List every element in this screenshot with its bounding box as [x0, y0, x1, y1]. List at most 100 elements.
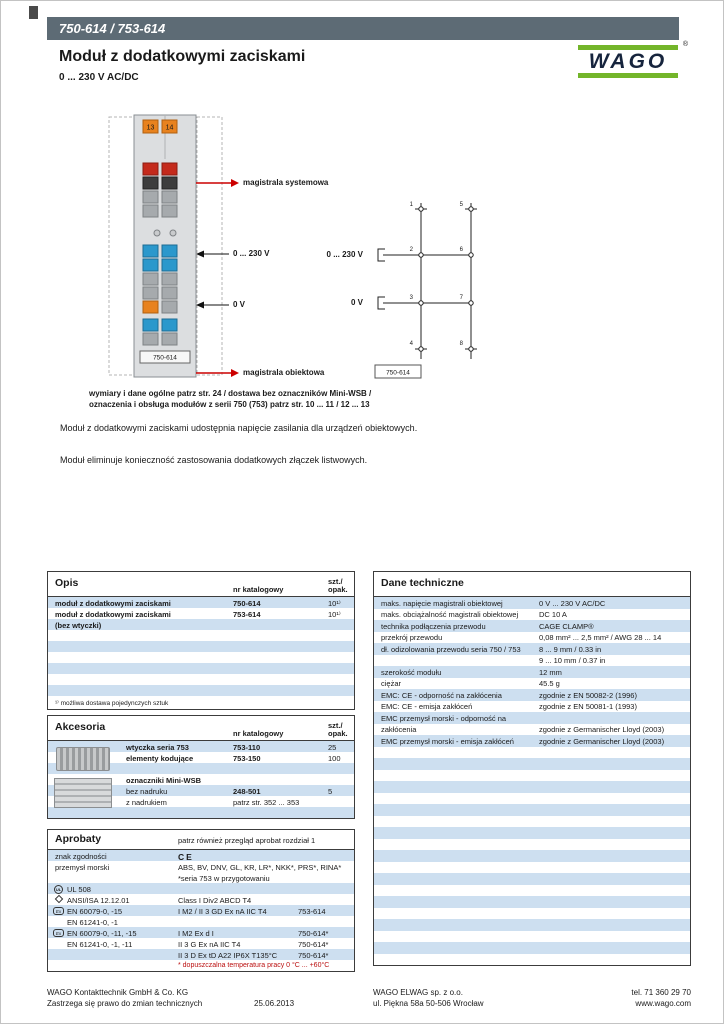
spec-label: maks. napięcie magistrali obiektowej — [381, 598, 503, 608]
accessory-name: bez nadruku — [126, 786, 168, 796]
accessory-image-markers — [54, 778, 112, 808]
module-drawing: 13 14 750-614 — [108, 114, 239, 378]
table-row: EN 61241-0, -1 — [48, 916, 354, 927]
spec-label: technika podłączenia przewodu — [381, 621, 486, 631]
spec-label: EMC przemysł morski - odporność na — [381, 713, 507, 723]
approval-label: przemysł morski — [55, 862, 110, 872]
aprobaty-table: Aprobaty patrz również przegląd aprobat … — [47, 829, 355, 972]
approval-value: I M2 Ex d I — [178, 928, 214, 938]
approval-catalog: 750-614* — [298, 928, 329, 938]
table-row: elementy kodujące 753-150 100 — [48, 752, 354, 763]
module-label: 750-614 — [153, 355, 177, 362]
figure-caption: wymiary i dane ogólne patrz str. 24 / do… — [89, 389, 559, 410]
product-name: moduł z dodatkowymi zaciskami — [55, 609, 171, 619]
table-row — [48, 630, 354, 641]
footer-company-left: WAGO Kontakttechnik GmbH & Co. KG — [47, 988, 189, 997]
opis-footnote: ¹⁾ możliwa dostawa pojedynczych sztuk — [48, 696, 354, 709]
akcesoria-col-qty-line2: opak. — [328, 728, 348, 738]
akcesoria-col-qty: szt./opak. — [328, 721, 348, 739]
pack-qty: 10¹⁾ — [328, 598, 341, 608]
opis-col-qty: szt./opak. — [328, 577, 348, 595]
label-voltage: 0 ... 230 V — [233, 249, 270, 258]
module-pin-13: 13 — [147, 125, 155, 132]
spec-value: 9 ... 10 mm / 0.37 in — [539, 656, 606, 665]
circuit-diagram: 1 2 3 4 5 6 7 8 750-614 — [374, 202, 477, 379]
table-row: moduł z dodatkowymi zaciskami 753-614 10… — [48, 608, 354, 619]
table-row — [374, 919, 690, 931]
table-row — [374, 758, 690, 770]
table-row: EMC: CE - odporność na zakłócenia zgodni… — [374, 689, 690, 701]
accessory-name: z nadrukiem — [126, 797, 167, 807]
table-row — [374, 896, 690, 908]
circuit-module-label: 750-614 — [386, 370, 410, 377]
label-zero-volt: 0 V — [233, 300, 246, 309]
circuit-pin-1: 1 — [410, 202, 414, 208]
table-row — [374, 850, 690, 862]
spec-value: zgodnie z EN 50081-1 (1993) — [539, 702, 637, 711]
opis-rows: moduł z dodatkowymi zaciskami 750-614 10… — [48, 597, 354, 696]
dane-techniczne-table: Dane techniczne maks. napięcie magistral… — [373, 571, 691, 966]
spec-value: 45.5 g — [539, 679, 560, 688]
table-row — [48, 663, 354, 674]
spec-value: 0,08 mm² ... 2,5 mm² / AWG 28 ... 14 — [539, 633, 662, 642]
approval-value: Class I Div2 ABCD T4 — [178, 895, 252, 905]
module-pin-14: 14 — [166, 125, 174, 132]
spec-value: zgodnie z Germanischer Lloyd (2003) — [539, 725, 665, 734]
figure-caption-line2: oznaczenia i obsługa modułów z serii 750… — [89, 399, 370, 409]
catalog-reference: patrz str. 352 ... 353 — [233, 797, 300, 807]
footer-company-right: WAGO ELWAG sp. z o.o. — [373, 988, 463, 997]
table-row: dł. odizolowania przewodu seria 750 / 75… — [374, 643, 690, 655]
approval-label: UL 508 — [67, 884, 91, 894]
table-row: przemysł morski ABS, BV, DNV, GL, KR, LR… — [48, 861, 354, 872]
aprobaty-note: patrz również przegląd aprobat rozdział … — [178, 836, 316, 845]
table-row: 9 ... 10 mm / 0.37 in — [374, 655, 690, 667]
arrow-zero-volt — [196, 301, 204, 309]
spec-label: EMC: CE - odporność na zakłócenia — [381, 690, 502, 700]
page-title: Moduł z dodatkowymi zaciskami — [59, 48, 306, 65]
registration-mark — [29, 6, 38, 19]
opis-col-qty-line2: opak. — [328, 584, 348, 594]
accessory-name: oznaczniki Mini-WSB — [126, 775, 201, 785]
approval-value: *seria 753 w przygotowaniu — [178, 873, 270, 883]
akcesoria-table-header: Akcesoria nr katalogowy szt./opak. — [48, 716, 354, 741]
footer-address-right: ul. Piękna 58a 50-506 Wrocław — [373, 999, 484, 1008]
circuit-pin-7: 7 — [460, 295, 464, 301]
ex-icon: Ex — [53, 906, 64, 915]
aprobaty-table-header: Aprobaty patrz również przegląd aprobat … — [48, 830, 354, 850]
approval-catalog: 753-614 — [298, 906, 326, 916]
table-row: II 3 D Ex tD A22 IP6X T135°C 750-614* — [48, 949, 354, 960]
circuit-pin-5: 5 — [460, 202, 464, 208]
table-row — [374, 931, 690, 943]
table-row — [374, 804, 690, 816]
table-row — [48, 807, 354, 818]
table-row — [48, 685, 354, 696]
figure-caption-line1: wymiary i dane ogólne patrz str. 24 / do… — [89, 389, 372, 398]
table-row: Ex EN 60079-0, -15 I M2 / II 3 GD Ex nA … — [48, 905, 354, 916]
catalog-number: 753-614 — [233, 609, 261, 619]
spec-value: 0 V ... 230 V AC/DC — [539, 598, 606, 608]
spec-label: przekrój przewodu — [381, 633, 443, 642]
approval-value: I M2 / II 3 GD Ex nA IIC T4 — [178, 906, 267, 916]
table-row — [374, 885, 690, 897]
approval-label: ANSI/ISA 12.12.01 — [67, 895, 130, 905]
table-row: * dopuszczalna temperatura pracy 0 °C ..… — [48, 960, 354, 971]
table-row — [374, 839, 690, 851]
table-row — [374, 793, 690, 805]
circuit-pin-3: 3 — [410, 295, 414, 301]
table-row: maks. napięcie magistrali obiektowej 0 V… — [374, 597, 690, 609]
product-name: moduł z dodatkowymi zaciskami — [55, 598, 171, 608]
spec-label: maks. obciążalność magistrali obiektowej — [381, 610, 519, 619]
product-name: (bez wtyczki) — [55, 620, 102, 630]
arrow-voltage — [196, 250, 204, 258]
table-row: Ex EN 60079-0, -11, -15 I M2 Ex d I 750-… — [48, 927, 354, 938]
table-row: moduł z dodatkowymi zaciskami 750-614 10… — [48, 597, 354, 608]
dane-table-header: Dane techniczne — [374, 572, 690, 597]
part-number-bar: 750-614 / 753-614 — [47, 17, 679, 40]
table-row — [374, 747, 690, 759]
footer-website: www.wago.com — [635, 999, 691, 1008]
ce-mark-icon: CE — [178, 851, 194, 862]
table-row: maks. obciążalność magistrali obiektowej… — [374, 609, 690, 621]
opis-title: Opis — [55, 577, 79, 589]
table-row — [374, 908, 690, 920]
